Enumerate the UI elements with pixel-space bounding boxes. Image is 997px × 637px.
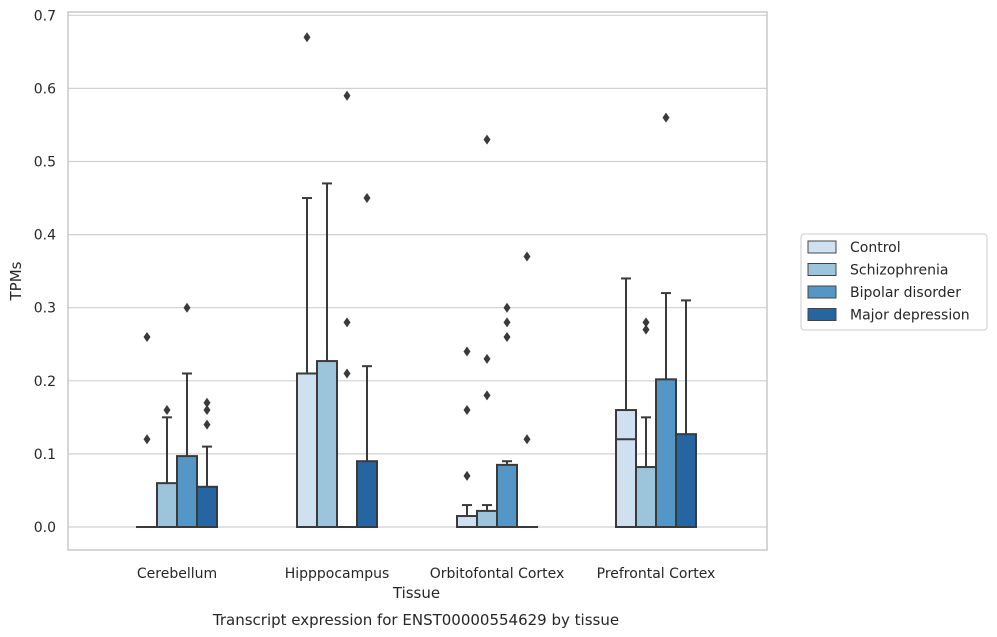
box-bipolar-disorder (496, 302, 518, 528)
outlier-point (163, 405, 171, 416)
legend-label: Major depression (850, 308, 970, 324)
x-tick-label: Orbitofontal Cortex (430, 566, 565, 582)
outlier-point (303, 32, 311, 43)
y-tick-label: 0.2 (34, 374, 56, 390)
box-rect (176, 455, 198, 528)
plot-frame (67, 11, 768, 551)
box-control (615, 277, 637, 529)
legend-swatch (807, 240, 837, 254)
outlier-point (203, 419, 211, 430)
outlier-point (463, 405, 471, 416)
y-tick-label: 0.1 (34, 447, 56, 463)
x-axis-label: Tissue (392, 584, 440, 602)
x-tick-label: Cerebellum (137, 566, 217, 582)
legend-frame (800, 233, 988, 331)
legend-label: Bipolar disorder (850, 285, 961, 301)
box-rect (316, 360, 338, 528)
outlier-point (503, 331, 511, 342)
outlier-point (203, 405, 211, 416)
outlier-point (183, 302, 191, 313)
legend-swatch (807, 308, 837, 321)
outlier-point (363, 193, 371, 204)
outlier-point (642, 317, 650, 328)
box-rect (615, 409, 637, 529)
outlier-point (523, 434, 531, 445)
x-tick-label: Prefrontal Cortex (597, 566, 716, 582)
legend-swatch (807, 263, 837, 276)
box-control (296, 32, 318, 528)
box-major-depression (516, 251, 538, 529)
outlier-point (143, 434, 151, 445)
y-axis-ticks: 0.0 0.1 0.2 0.3 0.4 0.5 0.6 0.7 (34, 8, 56, 536)
outlier-point (483, 390, 491, 401)
box-schizophrenia (156, 405, 178, 529)
plot-border (67, 11, 768, 551)
box-series (136, 32, 697, 529)
box-rect (456, 515, 478, 528)
y-tick-label: 0.5 (34, 155, 56, 171)
legend-swatch (807, 285, 837, 299)
y-tick-label: 0.0 (34, 520, 56, 536)
outlier-point (483, 134, 491, 145)
box-rect (635, 466, 657, 529)
outlier-point (143, 331, 151, 342)
y-tick-label: 0.7 (34, 8, 56, 24)
box-control (456, 346, 478, 528)
box-rect (496, 463, 518, 528)
x-tick-label: Hipppocampus (285, 566, 390, 582)
box-rect (675, 433, 697, 528)
outlier-point (662, 112, 670, 123)
y-axis-label: TPMs (7, 261, 25, 301)
chart-caption: Transcript expression for ENST0000055462… (212, 611, 619, 629)
outlier-point (642, 324, 650, 335)
outlier-point (503, 302, 511, 313)
box-rect (156, 482, 178, 529)
box-rect (356, 460, 378, 528)
box-rect (196, 485, 218, 529)
outlier-point (463, 346, 471, 357)
outlier-point (503, 317, 511, 328)
outlier-point (523, 251, 531, 262)
box-schizophrenia (316, 182, 338, 528)
box-rect (296, 372, 318, 528)
outlier-point (483, 353, 491, 364)
outlier-point (343, 317, 351, 328)
outlier-point (203, 397, 211, 408)
y-tick-label: 0.4 (34, 228, 56, 244)
box-rect (476, 509, 498, 528)
box-major-depression (196, 397, 218, 529)
box-schizophrenia (476, 134, 498, 528)
box-major-depression (675, 299, 697, 528)
x-axis-ticks: Cerebellum Hipppocampus Orbitofontal Corte… (137, 566, 715, 582)
box-major-depression (356, 193, 378, 528)
legend: Control Schizophrenia Bipolar disorder Majo… (800, 233, 988, 331)
y-tick-label: 0.6 (34, 81, 56, 97)
outlier-point (343, 368, 351, 379)
legend-label: Schizophrenia (850, 263, 948, 279)
legend-label: Control (850, 240, 901, 256)
outlier-point (463, 470, 471, 481)
outlier-point (343, 90, 351, 101)
y-tick-label: 0.3 (34, 301, 56, 317)
box-rect (655, 378, 677, 529)
